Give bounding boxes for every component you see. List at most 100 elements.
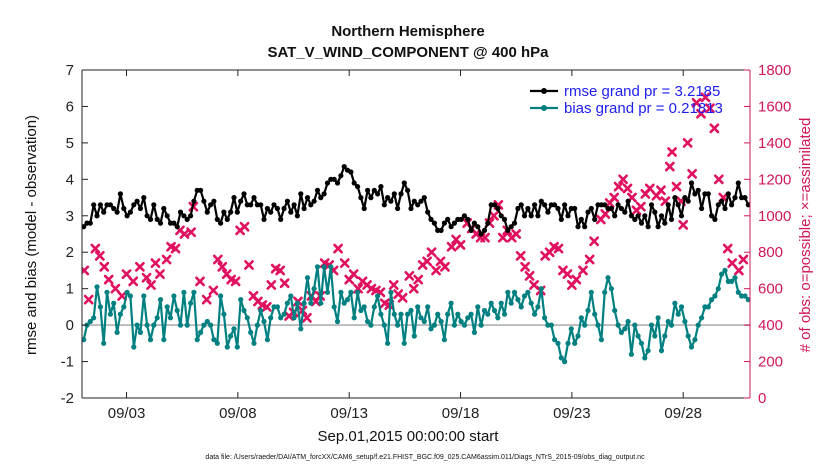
- bias-point-59: [278, 315, 284, 321]
- bias-point-71: [318, 300, 324, 306]
- obs-marker-73: [431, 265, 441, 276]
- y-tick-label: -2: [61, 390, 74, 407]
- bias-point-198: [742, 293, 748, 299]
- obs-marker-116: [635, 201, 646, 212]
- bias-point-126: [501, 311, 508, 317]
- rmse-point-88: [375, 191, 381, 197]
- rmse-point-151: [585, 209, 591, 215]
- rmse-point-87: [371, 187, 377, 193]
- rmse-point-91: [385, 195, 391, 201]
- bias-point-166: [635, 333, 641, 339]
- rmse-point-185: [699, 205, 705, 212]
- rmse-point-119: [478, 231, 484, 237]
- rmse-point-173: [658, 213, 665, 219]
- rmse-point-121: [485, 220, 491, 226]
- x-tick-label: 09/18: [442, 405, 480, 422]
- obs-marker-52: [333, 243, 343, 254]
- bias-point-4: [94, 284, 100, 290]
- rmse-point-102: [421, 195, 427, 201]
- bias-point-21: [151, 322, 157, 328]
- rmse-point-189: [712, 216, 718, 222]
- bias-point-115: [465, 315, 471, 321]
- rmse-point-18: [141, 195, 147, 201]
- rmse-point-131: [518, 202, 524, 208]
- bias-point-23: [157, 297, 164, 303]
- obs-marker-53: [339, 258, 350, 269]
- rmse-point-195: [732, 195, 738, 201]
- x-tick-label: 09/13: [330, 405, 368, 422]
- obs-marker-15: [161, 254, 172, 265]
- obs-marker-136: [722, 243, 733, 254]
- obs-marker-69: [413, 274, 424, 285]
- rmse-point-143: [558, 216, 564, 222]
- bias-point-124: [495, 315, 501, 321]
- obs-marker-112: [618, 174, 628, 185]
- obs-marker-10: [134, 261, 145, 272]
- x-tick-label: 09/28: [664, 405, 702, 422]
- bias-point-90: [381, 322, 387, 328]
- bias-point-42: [221, 311, 227, 317]
- rmse-point-192: [722, 205, 728, 212]
- bias-point-154: [595, 322, 601, 328]
- obs-marker-131: [700, 92, 711, 103]
- bias-point-109: [445, 311, 451, 317]
- rmse-point-94: [395, 205, 401, 212]
- rmse-point-30: [181, 213, 187, 219]
- rmse-point-81: [351, 180, 357, 186]
- chart-subtitle: SAT_V_WIND_COMPONENT @ 400 hPa: [267, 44, 549, 61]
- rmse-point-20: [147, 216, 154, 222]
- bias-point-84: [361, 304, 367, 310]
- rmse-point-32: [188, 213, 194, 219]
- rmse-point-165: [632, 216, 638, 222]
- bias-point-104: [428, 326, 434, 332]
- obs-marker-139: [738, 254, 749, 265]
- rmse-point-130: [515, 205, 521, 212]
- obs-marker-37: [266, 280, 277, 290]
- rmse-point-166: [635, 213, 641, 219]
- y-tick-label: 4: [66, 171, 74, 188]
- obs-marker-25: [212, 254, 223, 265]
- rmse-point-60: [281, 205, 287, 212]
- bias-point-86: [368, 322, 374, 328]
- rmse-point-27: [171, 220, 177, 226]
- rmse-point-93: [391, 191, 397, 197]
- bias-point-191: [719, 271, 725, 277]
- bias-point-46: [234, 344, 240, 350]
- bias-point-54: [261, 318, 267, 325]
- bias-point-150: [582, 322, 588, 328]
- rmse-point-85: [365, 187, 371, 193]
- bias-point-102: [421, 318, 427, 325]
- y2-tick-label: 1400: [758, 135, 791, 152]
- rmse-point-142: [555, 205, 561, 212]
- rmse-point-57: [271, 202, 277, 208]
- y2-tick-label: 0: [758, 390, 766, 407]
- y-tick-label: 3: [66, 208, 74, 225]
- obs-marker-13: [150, 258, 161, 269]
- rmse-point-64: [294, 213, 300, 219]
- bias-point-14: [127, 293, 133, 299]
- bias-point-118: [475, 304, 481, 310]
- bias-point-127: [505, 289, 511, 295]
- rmse-point-116: [468, 227, 474, 233]
- bias-point-133: [525, 289, 531, 295]
- y-tick-label: 7: [66, 62, 74, 79]
- obs-marker-1: [83, 294, 94, 305]
- rmse-point-72: [321, 191, 327, 197]
- rmse-point-141: [552, 202, 558, 208]
- obs-marker-110: [609, 192, 620, 203]
- rmse-point-25: [164, 213, 170, 219]
- obs-marker-40: [279, 278, 290, 289]
- obs-marker-12: [146, 280, 156, 290]
- bias-point-26: [167, 315, 174, 321]
- obs-marker-127: [682, 137, 693, 148]
- bias-point-128: [508, 300, 514, 306]
- rmse-point-28: [174, 224, 180, 230]
- obs-marker-132: [705, 103, 715, 114]
- y2-tick-label: 800: [758, 244, 783, 261]
- rmse-point-124: [495, 205, 501, 212]
- bias-point-6: [101, 340, 107, 346]
- bias-point-107: [438, 318, 444, 325]
- obs-marker-32: [244, 260, 254, 270]
- obs-marker-22: [195, 276, 205, 287]
- rmse-point-68: [308, 202, 314, 208]
